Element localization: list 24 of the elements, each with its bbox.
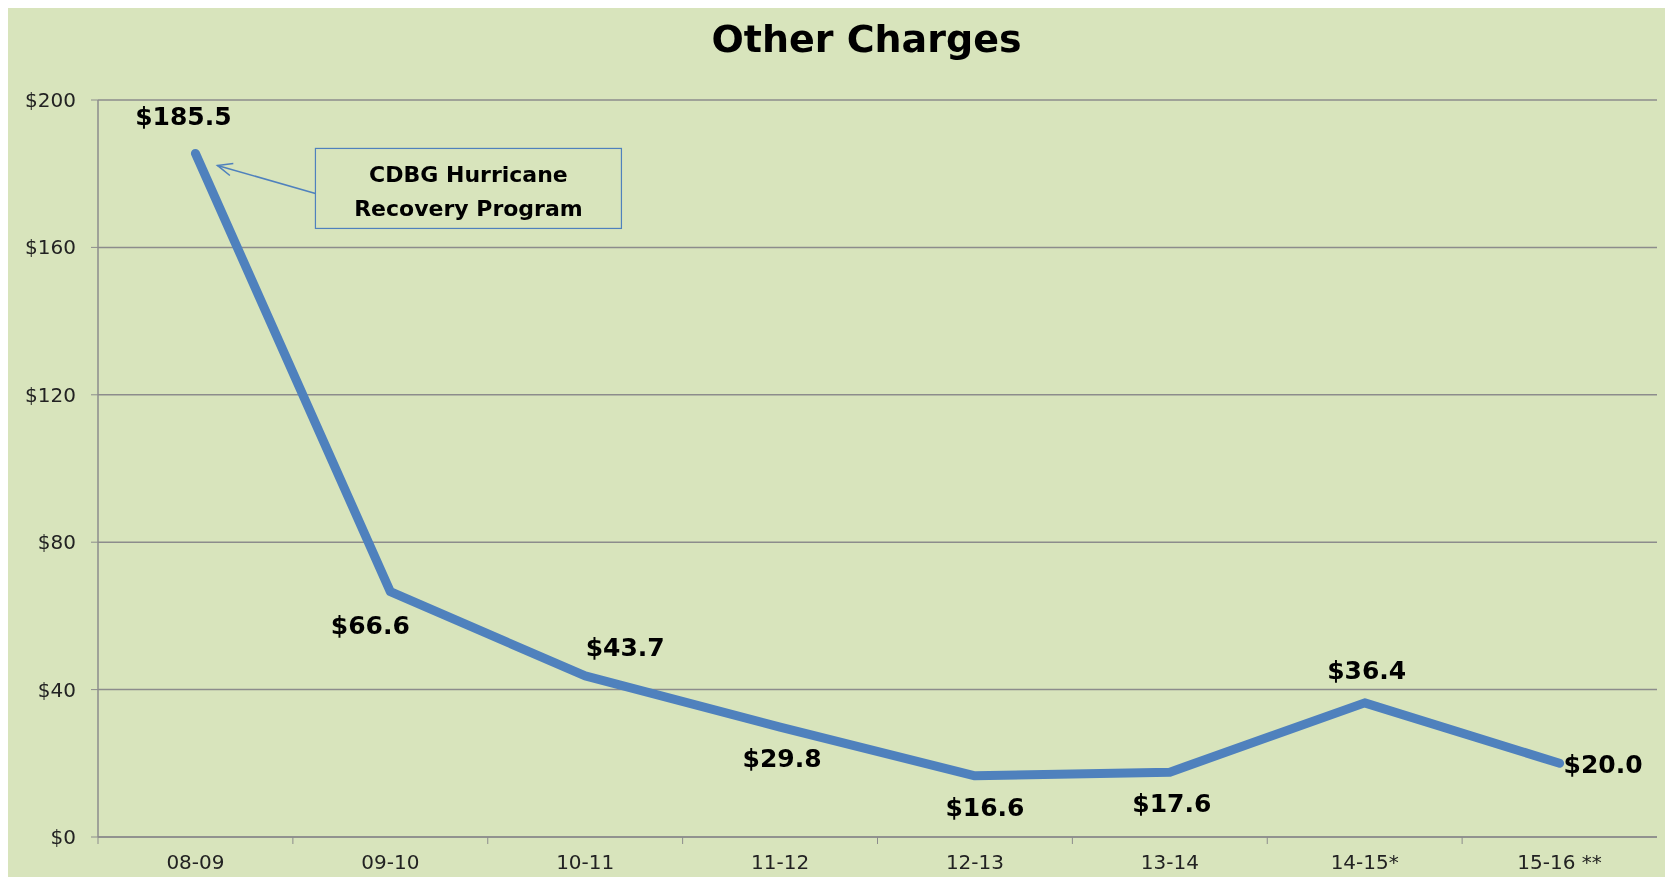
x-tick-label: 08-09 [166,850,225,874]
data-label: $29.8 [742,744,822,774]
y-tick-label: $160 [25,235,76,260]
x-tick-label: 09-10 [361,850,420,874]
y-tick-label: $40 [37,677,76,702]
y-tick-label: $200 [25,88,76,112]
y-tick-label: $120 [25,382,76,407]
x-tick-label: 10-11 [556,850,615,874]
x-tick-label: 11-12 [751,850,810,874]
data-label: $43.7 [585,632,665,662]
x-tick-label: 14-15* [1330,850,1399,874]
data-label: $20.0 [1563,750,1643,780]
data-label: $185.5 [135,102,232,132]
x-tick-label: 15-16 ** [1517,850,1602,874]
y-tick-label: $80 [37,530,76,555]
x-tick-label: 13-14 [1140,850,1199,874]
y-tick-label: $0 [50,825,76,849]
data-label: $66.6 [330,610,410,640]
data-label: $16.6 [945,792,1025,822]
data-label: $17.6 [1132,789,1212,819]
data-label: $36.4 [1327,655,1407,685]
annotation: CDBG Hurricane Recovery Program [354,162,583,222]
x-tick-label: 12-13 [945,850,1004,874]
chart-title: Other Charges [711,17,1022,61]
